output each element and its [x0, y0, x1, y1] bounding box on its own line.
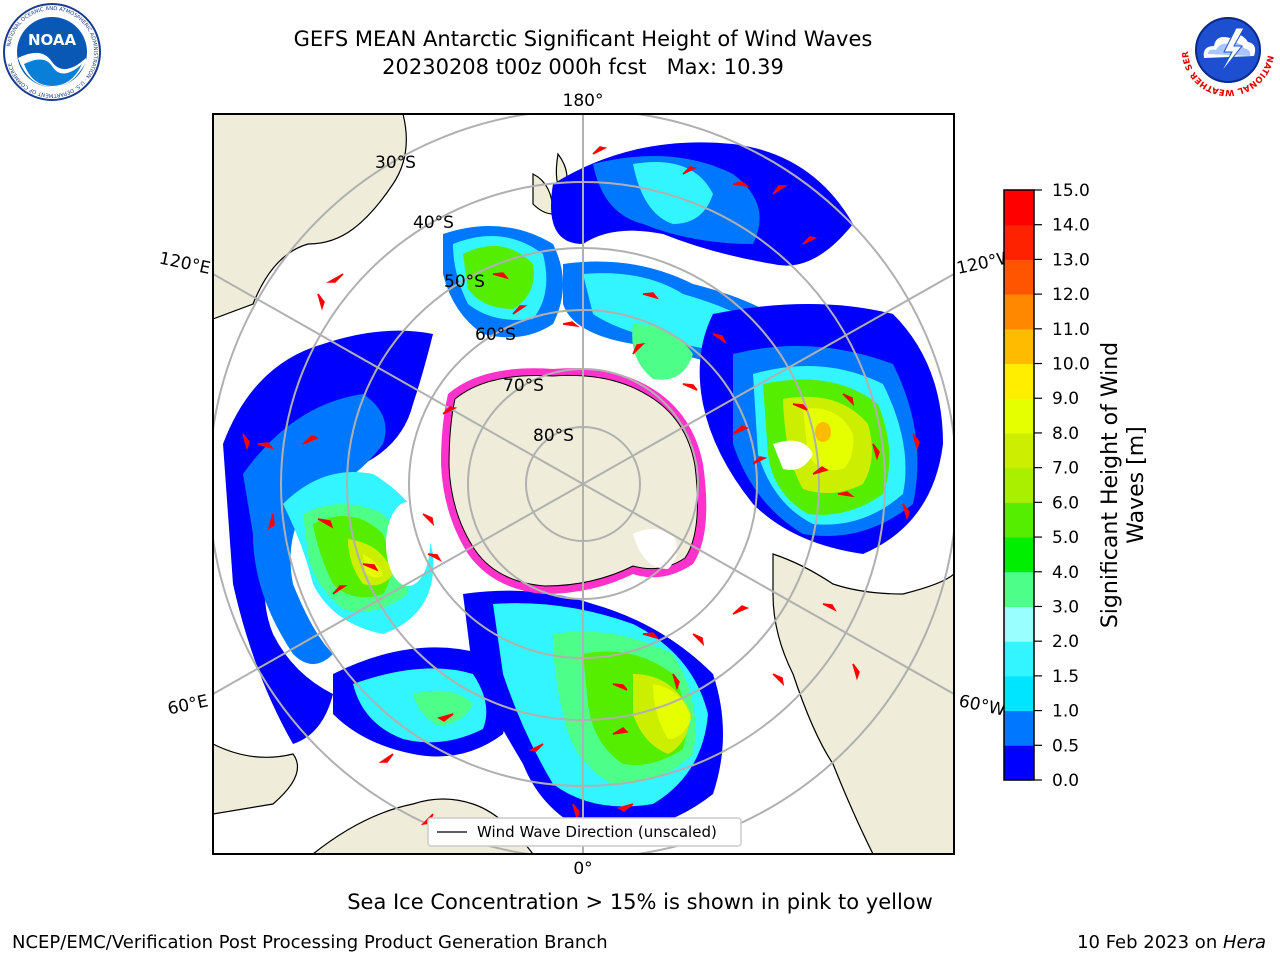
credit-machine: Hera [1222, 932, 1266, 953]
chart-title: GEFS MEAN Antarctic Significant Height o… [293, 27, 873, 51]
colorbar-swatch [1004, 224, 1034, 260]
colorbar-swatch [1004, 398, 1034, 434]
credit-right: 10 Feb 2023 on Hera [1077, 932, 1266, 953]
lon-label-120e: 120°E [157, 249, 212, 279]
colorbar-swatch [1004, 710, 1034, 746]
colorbar-tick-label: 2.0 [1052, 632, 1079, 652]
colorbar-tick-label: 15.0 [1052, 181, 1090, 201]
colorbar-swatch [1004, 571, 1034, 607]
lon-label-180: 180° [563, 91, 604, 111]
colorbar-swatch [1004, 432, 1034, 469]
colorbar-tick-label: 0.0 [1052, 771, 1079, 791]
polar-map: Wind Wave Direction (unscaled) 30°S 40°S… [157, 91, 1015, 879]
colorbar [1003, 189, 1035, 781]
colorbar-swatches [1004, 190, 1034, 781]
colorbar-swatch [1004, 363, 1034, 399]
colorbar-tick-label: 8.0 [1052, 424, 1079, 444]
colorbar-tick-label: 11.0 [1052, 320, 1090, 340]
wave-height-field [223, 142, 943, 834]
map-border [212, 113, 955, 855]
colorbar-swatch [1004, 294, 1034, 330]
colorbar-tick-label: 12.0 [1052, 285, 1090, 305]
colorbar-label-line2: Waves [m] [1124, 426, 1149, 543]
colorbar-tick-label: 7.0 [1052, 459, 1079, 479]
colorbar-swatch [1004, 641, 1034, 677]
credit-left: NCEP/EMC/Verification Post Processing Pr… [12, 932, 608, 953]
colorbar-tick-label: 9.0 [1052, 389, 1079, 409]
lon-label-0: 0° [573, 859, 592, 879]
colorbar-tick-label: 6.0 [1052, 493, 1079, 513]
sea-ice-note: Sea Ice Concentration > 15% is shown in … [347, 890, 933, 914]
map-legend: Wind Wave Direction (unscaled) [427, 817, 742, 847]
lat-label-30s: 30°S [375, 153, 416, 173]
noaa-logo-text: NOAA [28, 31, 77, 49]
colorbar-border [1003, 189, 1035, 781]
colorbar-swatch [1004, 537, 1034, 573]
colorbar-tick-label: 13.0 [1052, 250, 1090, 270]
colorbar-swatch [1004, 675, 1034, 712]
chart-subtitle: 20230208 t00z 000h fcst Max: 10.39 [382, 55, 784, 79]
colorbar-swatch [1004, 606, 1034, 642]
colorbar-tick-label: 5.0 [1052, 528, 1079, 548]
colorbar-tick-label: 1.0 [1052, 702, 1079, 722]
colorbar-swatch [1004, 467, 1034, 503]
colorbar-swatch [1004, 745, 1034, 781]
colorbar-ticks: 0.0 0.5 1.0 1.5 2.0 3.0 4.0 5.0 6.0 7.0 8.0 9.0 10.0… [1034, 181, 1090, 791]
colorbar-swatch [1004, 328, 1034, 365]
colorbar-tick-label: 14.0 [1052, 216, 1090, 236]
colorbar-tick-label: 1.5 [1052, 667, 1079, 687]
colorbar-tick-label: 0.5 [1052, 736, 1079, 756]
colorbar-swatch [1004, 502, 1034, 538]
lon-label-60e: 60°E [166, 691, 210, 719]
colorbar-swatch [1004, 259, 1034, 295]
colorbar-tick-label: 10.0 [1052, 355, 1090, 375]
lat-label-70s: 70°S [503, 376, 544, 396]
nws-logo: NATIONAL WEATHER SERVICE [1178, 0, 1276, 98]
lat-label-50s: 50°S [444, 272, 485, 292]
colorbar-swatch [1004, 190, 1034, 226]
credit-date: 10 Feb 2023 on [1077, 932, 1223, 953]
colorbar-tick-label: 3.0 [1052, 597, 1079, 617]
graticule [213, 114, 954, 854]
lat-label-80s: 80°S [533, 426, 574, 446]
antarctica-land [441, 368, 707, 594]
colorbar-label: Significant Height of Wind Waves [m] [1098, 342, 1149, 628]
noaa-logo: NOAA NATIONAL OCEANIC AND ATMOSPHERIC AD… [3, 3, 101, 101]
legend-label: Wind Wave Direction (unscaled) [477, 823, 717, 841]
colorbar-tick-label: 4.0 [1052, 563, 1079, 583]
lat-label-60s: 60°S [475, 325, 516, 345]
lat-label-40s: 40°S [413, 213, 454, 233]
colorbar-label-line1: Significant Height of Wind [1098, 342, 1123, 628]
